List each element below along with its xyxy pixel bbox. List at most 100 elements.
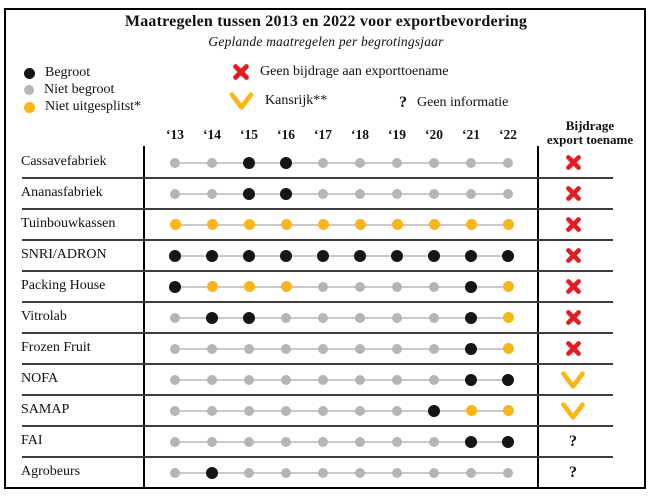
year-header: ‘16 — [277, 127, 295, 142]
yellow-dot-niet-uitgesplitst-icon — [465, 405, 477, 416]
table-row: FAI? — [0, 426, 652, 457]
black-dot-begroot-icon — [465, 342, 477, 355]
outcome-cell — [558, 370, 588, 390]
outcome-cell — [558, 308, 588, 328]
black-dot-begroot-icon — [169, 249, 181, 262]
row-label: Ananasfabriek — [21, 184, 103, 200]
gray-dot-niet-begroot-icon — [170, 157, 180, 168]
connector-line — [175, 223, 508, 226]
black-dot-begroot-icon — [465, 373, 477, 386]
black-dot-begroot-icon — [243, 249, 255, 262]
black-dot-begroot-icon — [243, 187, 255, 200]
legend-item-niet-begroot: Niet begroot — [24, 82, 114, 98]
row-separator-line — [22, 332, 613, 334]
yellow-dot-niet-uitgesplitst-icon — [428, 219, 440, 230]
yellow-dot-niet-uitgesplitst-icon — [465, 219, 477, 230]
legend-item-begroot: Begroot — [24, 65, 90, 81]
year-header: ‘14 — [203, 127, 221, 142]
gray-dot-niet-begroot-icon — [355, 374, 365, 385]
no-contribution-x-icon — [565, 279, 581, 294]
outcome-cell: ? — [558, 432, 588, 452]
gray-dot-niet-begroot-icon — [392, 467, 402, 478]
gray-dot-niet-begroot-icon — [244, 405, 254, 416]
gray-dot-niet-begroot-icon — [429, 467, 439, 478]
gray-dot-niet-begroot-icon — [503, 188, 513, 199]
question-mark-icon: ? — [399, 94, 407, 111]
black-dot-begroot-icon — [502, 373, 514, 386]
yellow-dot-niet-uitgesplitst-icon — [280, 281, 292, 292]
legend-label: Geen bijdrage aan exporttoename — [260, 64, 449, 79]
gray-dot-niet-begroot-icon — [466, 188, 476, 199]
yellow-check-icon — [229, 92, 254, 110]
black-dot-begroot-icon — [465, 280, 477, 293]
year-header: ‘20 — [425, 127, 443, 142]
row-separator-line — [22, 301, 613, 303]
gray-dot-niet-begroot-icon — [207, 374, 217, 385]
gray-dot-niet-begroot-icon — [281, 374, 291, 385]
table-row: SNRI/ADRON — [0, 240, 652, 271]
gray-dot-niet-begroot-icon — [429, 343, 439, 354]
row-separator-line — [22, 363, 613, 365]
outcome-cell — [558, 339, 588, 359]
legend-label: Begroot — [45, 65, 91, 80]
gray-dot-niet-begroot-icon — [429, 436, 439, 447]
gray-dot-niet-begroot-icon — [207, 343, 217, 354]
black-dot-begroot-icon — [428, 404, 440, 417]
gray-dot-niet-begroot-icon — [355, 343, 365, 354]
no-information-question-mark: ? — [569, 432, 577, 450]
gray-dot-niet-begroot-icon — [503, 467, 513, 478]
column-divider-line — [143, 146, 145, 488]
gray-dot-niet-begroot-icon — [355, 188, 365, 199]
black-dot-icon — [24, 67, 35, 79]
gray-dot-niet-begroot-icon — [392, 343, 402, 354]
row-label: SAMAP — [21, 401, 70, 417]
gray-dot-niet-begroot-icon — [429, 312, 439, 323]
kansrijk-check-icon — [561, 401, 585, 420]
outcome-cell: ? — [558, 463, 588, 483]
row-separator-line — [22, 394, 613, 396]
year-header: ‘18 — [351, 127, 369, 142]
connector-line — [175, 440, 508, 443]
black-dot-begroot-icon — [243, 156, 255, 169]
gray-dot-niet-begroot-icon — [318, 374, 328, 385]
black-dot-begroot-icon — [502, 435, 514, 448]
black-dot-begroot-icon — [317, 249, 329, 262]
gray-dot-niet-begroot-icon — [318, 436, 328, 447]
black-dot-begroot-icon — [502, 249, 514, 262]
outcome-header-line2: export toename — [546, 132, 634, 147]
gray-dot-niet-begroot-icon — [429, 157, 439, 168]
no-contribution-x-icon — [565, 248, 581, 263]
no-contribution-x-icon — [565, 155, 581, 170]
gray-dot-niet-begroot-icon — [392, 312, 402, 323]
gray-dot-niet-begroot-icon — [355, 157, 365, 168]
gray-dot-niet-begroot-icon — [355, 467, 365, 478]
gray-dot-niet-begroot-icon — [207, 188, 217, 199]
gray-dot-niet-begroot-icon — [466, 467, 476, 478]
row-label: NOFA — [21, 370, 59, 386]
gray-dot-niet-begroot-icon — [318, 467, 328, 478]
black-dot-begroot-icon — [391, 249, 403, 262]
gray-dot-niet-begroot-icon — [355, 312, 365, 323]
gray-dot-niet-begroot-icon — [207, 436, 217, 447]
yellow-dot-niet-uitgesplitst-icon — [243, 219, 255, 230]
legend-item-niet-uitgesplitst: Niet uitgesplitst* — [24, 99, 141, 115]
yellow-dot-icon — [24, 101, 35, 113]
no-contribution-x-icon — [565, 186, 581, 201]
gray-dot-niet-begroot-icon — [207, 157, 217, 168]
gray-dot-niet-begroot-icon — [355, 281, 365, 292]
black-dot-begroot-icon — [243, 311, 255, 324]
yellow-dot-niet-uitgesplitst-icon — [502, 405, 514, 416]
black-dot-begroot-icon — [354, 249, 366, 262]
yellow-dot-niet-uitgesplitst-icon — [502, 219, 514, 230]
year-header: ‘21 — [462, 127, 480, 142]
gray-dot-niet-begroot-icon — [429, 374, 439, 385]
row-label: Frozen Fruit — [21, 339, 91, 355]
yellow-dot-niet-uitgesplitst-icon — [502, 312, 514, 323]
row-label: Agrobeurs — [21, 463, 81, 479]
row-separator-line — [22, 239, 613, 241]
black-dot-begroot-icon — [465, 249, 477, 262]
no-information-question-mark: ? — [569, 463, 577, 481]
red-cross-icon — [233, 64, 249, 80]
table-row: SAMAP — [0, 395, 652, 426]
